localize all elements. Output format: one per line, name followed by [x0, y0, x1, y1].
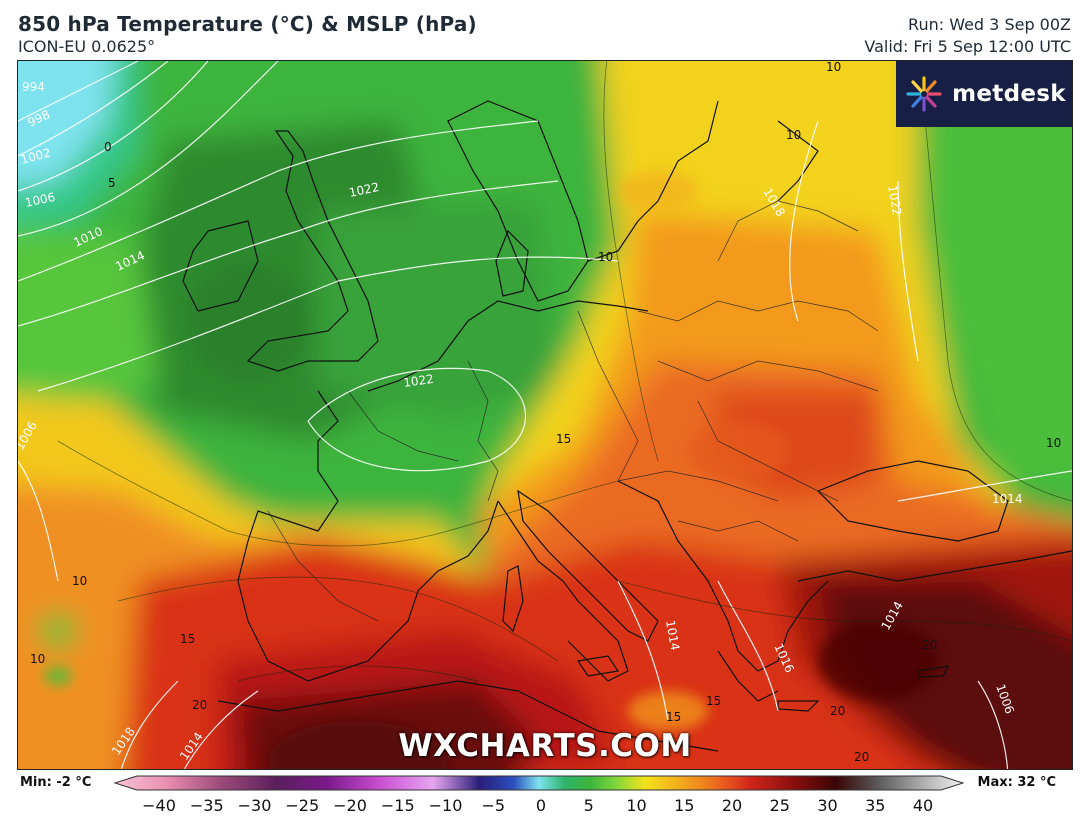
isotherm-label: 20 [830, 704, 845, 718]
legend-tick-label: −30 [237, 796, 272, 815]
isotherm-label: 20 [922, 638, 937, 652]
legend-tick-label: 5 [583, 796, 594, 815]
isobar-label: 1006 [24, 190, 57, 210]
isobar-label: 1022 [885, 184, 904, 217]
color-scale-bar [113, 775, 965, 791]
isotherms [57, 61, 1072, 682]
temperature-field: 994 998 1002 1006 1010 1014 1022 1022 10… [18, 61, 1072, 769]
isobar-label: 994 [22, 80, 45, 94]
brand-name: metdesk [952, 81, 1066, 107]
isotherm-label: 10 [30, 652, 45, 666]
color-legend: Min: -2 °C Max: 32 °C [0, 770, 1088, 833]
header-right: Run: Wed 3 Sep 00Z Valid: Fri 5 Sep 12:0… [864, 14, 1071, 58]
legend-tick-label: −25 [285, 796, 320, 815]
isotherm-label: 10 [786, 128, 801, 142]
legend-max: Max: 32 °C [977, 775, 1056, 790]
legend-tick-label: −35 [189, 796, 224, 815]
isotherm-label: 20 [192, 698, 207, 712]
legend-tick-label: −15 [380, 796, 415, 815]
legend-tick-label: 35 [865, 796, 886, 815]
legend-tick-label: −20 [333, 796, 367, 815]
isotherm-label: 10 [72, 574, 87, 588]
legend-tick-label: −40 [142, 796, 176, 815]
legend-tick-label: −5 [481, 796, 506, 815]
metdesk-starburst-icon [906, 76, 942, 112]
legend-tick-label: 30 [817, 796, 838, 815]
legend-tick-label: 0 [535, 796, 547, 815]
legend-tick-label: 25 [769, 796, 790, 815]
valid-label: Valid: Fri 5 Sep 12:00 UTC [864, 37, 1071, 56]
legend-tick-label: −10 [428, 796, 463, 815]
header-left: 850 hPa Temperature (°C) & MSLP (hPa) IC… [18, 12, 477, 56]
legend-tick-label: 10 [626, 796, 647, 815]
model-label: ICON-EU 0.0625° [18, 37, 156, 56]
borders [267, 200, 879, 622]
isotherm-label: 10 [826, 61, 841, 74]
legend-min: Min: -2 °C [20, 775, 92, 790]
metdesk-logo: metdesk [896, 61, 1072, 127]
isotherm-label: 5 [108, 176, 116, 190]
isotherm-label: 10 [598, 250, 613, 264]
watermark: WXCHARTS.COM [398, 728, 692, 764]
legend-tick-label: 15 [674, 796, 695, 815]
legend-tick-label: 40 [912, 796, 934, 815]
isotherm-label: 15 [556, 432, 571, 446]
isotherm-label: 0 [104, 140, 112, 154]
legend-tick-label: 20 [721, 796, 743, 815]
isobar-label: 1014 [992, 492, 1023, 506]
isobar-label: 1022 [402, 372, 434, 390]
chart-title: 850 hPa Temperature (°C) & MSLP (hPa) [18, 12, 477, 36]
isotherm-label: 15 [706, 694, 721, 708]
isotherm-label: 15 [180, 632, 195, 646]
isobar-label: 1022 [348, 180, 381, 200]
run-label: Run: Wed 3 Sep 00Z [908, 15, 1071, 34]
legend-ticks: −40 −35 −30 −25 −20 −15 −10 −5 0 5 10 15 20 25 30 35 40 [0, 796, 1088, 820]
isobars [18, 61, 1072, 769]
weather-map: 994 998 1002 1006 1010 1014 1022 1022 10… [17, 60, 1073, 770]
coastlines [182, 100, 1072, 752]
isotherm-label: 15 [666, 710, 681, 724]
isotherm-label: 20 [854, 750, 869, 764]
isobar-label: 1014 [663, 619, 682, 652]
isotherm-label: 10 [1046, 436, 1061, 450]
isotherm-labels: 0 5 10 10 10 15 10 15 20 20 15 15 20 20 … [30, 61, 1061, 764]
